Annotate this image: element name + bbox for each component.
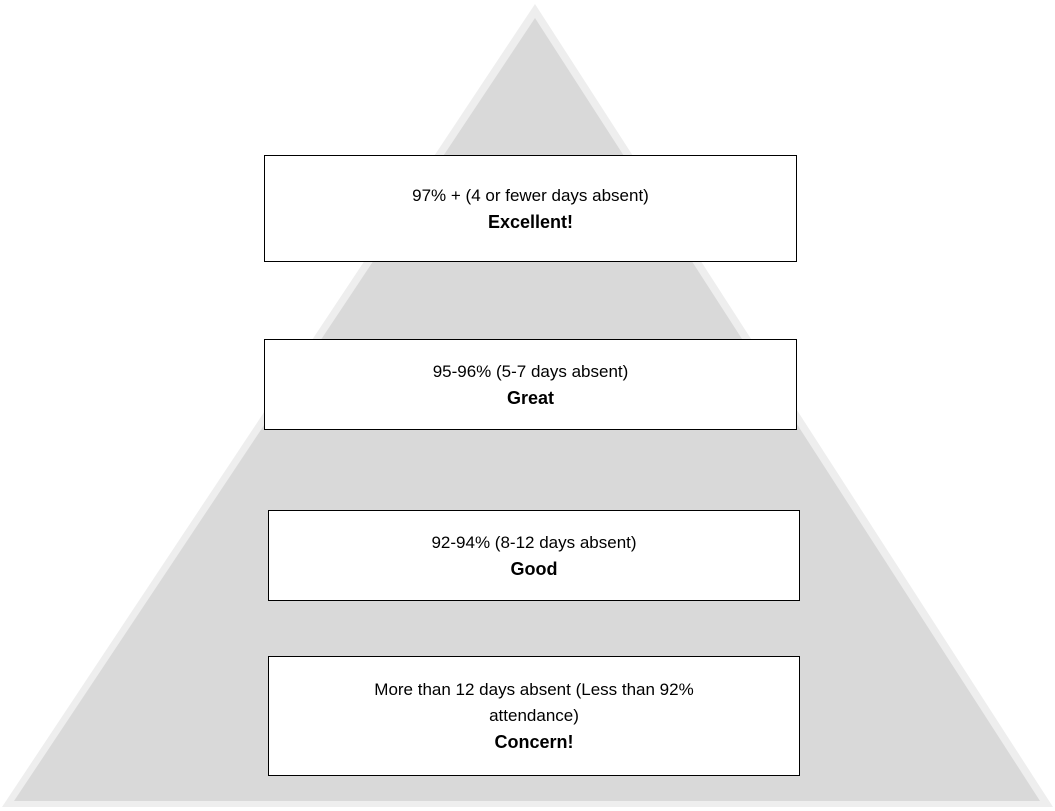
tier-box-excellent: 97% + (4 or fewer days absent) Excellent… — [264, 155, 797, 262]
tier-box-great: 95-96% (5-7 days absent) Great — [264, 339, 797, 430]
tier-rating-label: Great — [506, 387, 555, 408]
tier-box-good: 92-94% (8-12 days absent) Good — [268, 510, 800, 601]
tier-range-label: 95-96% (5-7 days absent) — [432, 361, 629, 381]
tier-box-concern: More than 12 days absent (Less than 92% … — [268, 656, 800, 776]
tier-rating-label: Excellent! — [487, 211, 574, 232]
tier-range-label: More than 12 days absent (Less than 92% … — [374, 680, 694, 725]
tier-range-label: 97% + (4 or fewer days absent) — [412, 185, 649, 205]
tier-rating-label: Good — [510, 558, 558, 579]
tier-rating-label: Concern! — [494, 732, 574, 752]
tier-range-label: 92-94% (8-12 days absent) — [431, 532, 637, 552]
